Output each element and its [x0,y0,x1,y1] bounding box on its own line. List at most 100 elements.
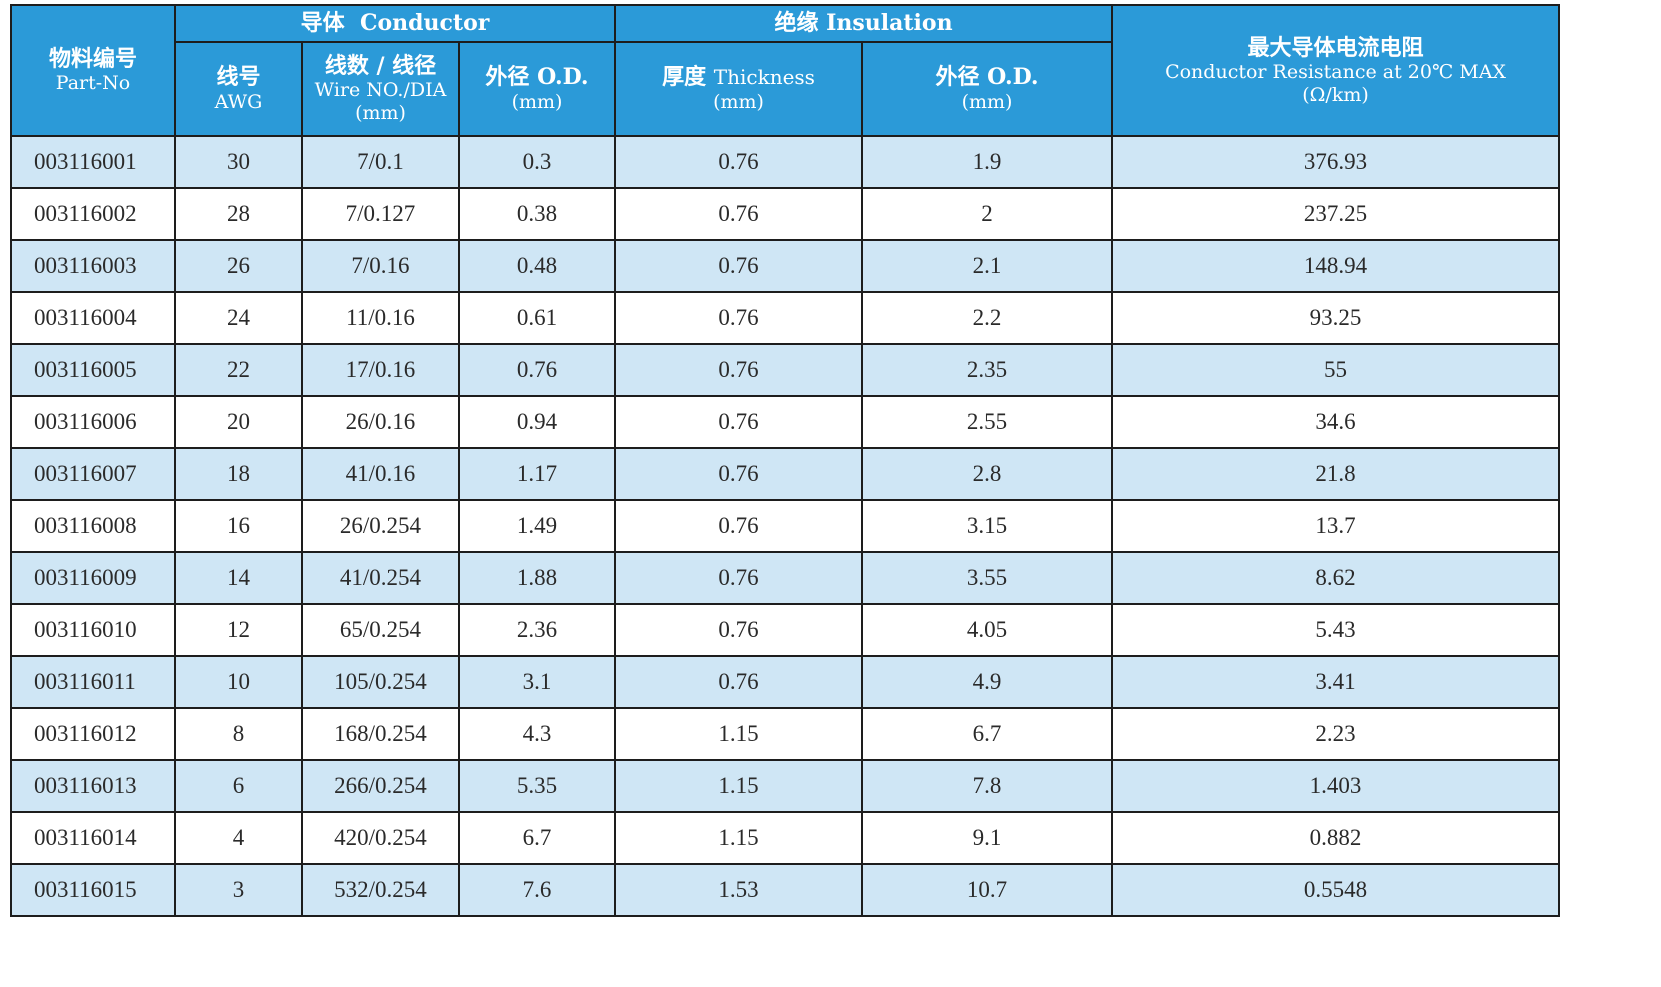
cell-insulation-od: 4.05 [861,603,1114,657]
table-row: 003116002 28 7/0.127 0.38 0.76 2 237.25 [10,187,1561,241]
cell-wire: 7/0.127 [301,187,460,241]
header-conductor-od: 外径 O.D. (mm) [457,41,617,137]
cell-awg: 20 [174,395,303,449]
cell-thickness: 1.15 [614,707,864,761]
cell-wire: 11/0.16 [301,291,460,345]
header-wire-en: Wire NO./DIA [314,79,447,102]
header-insulation-od-unit: (mm) [961,90,1013,113]
header-insulation-od-cn: 外径 O.D. [935,64,1039,91]
cell-resistance: 5.43 [1111,603,1561,657]
header-conductor-group: 导体 Conductor [173,4,617,43]
cell-awg: 3 [174,863,303,917]
cell-part-no: 003116010 [10,603,176,657]
cell-part-no: 003116011 [10,655,176,709]
cell-thickness: 0.76 [614,135,864,189]
cell-resistance: 21.8 [1111,447,1561,501]
cell-part-no: 003116015 [10,863,176,917]
cell-wire: 532/0.254 [301,863,460,917]
cell-wire: 65/0.254 [301,603,460,657]
table-body: 003116001 30 7/0.1 0.3 0.76 1.9 376.93 0031160… [10,135,1561,917]
cell-thickness: 0.76 [614,291,864,345]
cell-conductor-od: 2.36 [457,603,617,657]
cell-insulation-od: 10.7 [861,863,1114,917]
cell-thickness: 0.76 [614,447,864,501]
cell-conductor-od: 7.6 [457,863,617,917]
cell-resistance: 3.41 [1111,655,1561,709]
header-thickness-en: Thickness [713,65,815,90]
header-resistance-en: Conductor Resistance at 20℃ MAX [1165,60,1506,83]
cell-insulation-od: 4.9 [861,655,1114,709]
cell-wire: 7/0.1 [301,135,460,189]
cell-part-no: 003116001 [10,135,176,189]
spec-table-container: 物料编号 Part-No 导体 Conductor 绝缘 Insulation … [10,4,1561,917]
cell-awg: 6 [174,759,303,813]
cell-awg: 8 [174,707,303,761]
cell-insulation-od: 2.2 [861,291,1114,345]
cell-thickness: 0.76 [614,499,864,553]
cell-wire: 26/0.16 [301,395,460,449]
cell-insulation-od: 6.7 [861,707,1114,761]
cell-wire: 168/0.254 [301,707,460,761]
cell-insulation-od: 3.55 [861,551,1114,605]
cell-conductor-od: 3.1 [457,655,617,709]
cell-resistance: 376.93 [1111,135,1561,189]
header-part-no-cn: 物料编号 [48,45,137,72]
table-row: 003116012 8 168/0.254 4.3 1.15 6.7 2.23 [10,707,1561,761]
table-row: 003116007 18 41/0.16 1.17 0.76 2.8 21.8 [10,447,1561,501]
header-group-row: 物料编号 Part-No 导体 Conductor 绝缘 Insulation … [10,4,1561,137]
cell-awg: 30 [174,135,303,189]
header-resistance-cn: 最大导体电流电阻 [1247,34,1424,61]
cell-wire: 266/0.254 [301,759,460,813]
header-sub-row: 线号 AWG 线数 / 线径 Wire NO./DIA (mm) 外径 O.D.… [11,41,1559,137]
header-insulation-group: 绝缘 Insulation [614,4,1114,43]
header-wire-unit: (mm) [355,102,406,125]
table-row: 003116011 10 105/0.254 3.1 0.76 4.9 3.41 [10,655,1561,709]
table-row: 003116004 24 11/0.16 0.61 0.76 2.2 93.25 [10,291,1561,345]
cell-part-no: 003116004 [10,291,176,345]
cell-insulation-od: 2 [861,187,1114,241]
cell-insulation-od: 2.35 [861,343,1114,397]
table-row: 003116010 12 65/0.254 2.36 0.76 4.05 5.43 [10,603,1561,657]
cell-resistance: 237.25 [1111,187,1561,241]
table-row: 003116005 22 17/0.16 0.76 0.76 2.35 55 [10,343,1561,397]
cell-part-no: 003116007 [10,447,176,501]
header-insulation-od: 外径 O.D. (mm) [861,41,1114,137]
cell-insulation-od: 7.8 [861,759,1114,813]
cell-resistance: 55 [1111,343,1561,397]
cell-wire: 41/0.254 [301,551,460,605]
cell-conductor-od: 1.17 [457,447,617,501]
cell-insulation-od: 2.55 [861,395,1114,449]
cell-resistance: 148.94 [1111,239,1561,293]
cell-resistance: 8.62 [1111,551,1561,605]
table-row: 003116014 4 420/0.254 6.7 1.15 9.1 0.882 [10,811,1561,865]
cell-insulation-od: 1.9 [861,135,1114,189]
cell-conductor-od: 1.88 [457,551,617,605]
cell-awg: 14 [174,551,303,605]
cell-conductor-od: 0.3 [457,135,617,189]
header-wire: 线数 / 线径 Wire NO./DIA (mm) [301,41,460,137]
cell-conductor-od: 5.35 [457,759,617,813]
table-row: 003116008 16 26/0.254 1.49 0.76 3.15 13.7 [10,499,1561,553]
cell-conductor-od: 4.3 [457,707,617,761]
cell-thickness: 0.76 [614,187,864,241]
cell-wire: 17/0.16 [301,343,460,397]
cell-part-no: 003116008 [10,499,176,553]
cell-part-no: 003116005 [10,343,176,397]
table-header: 物料编号 Part-No 导体 Conductor 绝缘 Insulation … [10,4,1561,137]
cell-resistance: 1.403 [1111,759,1561,813]
header-awg-en: AWG [214,90,263,113]
cell-awg: 24 [174,291,303,345]
header-conductor-od-unit: (mm) [511,90,563,113]
cell-wire: 41/0.16 [301,447,460,501]
cable-spec-table: 物料编号 Part-No 导体 Conductor 绝缘 Insulation … [10,4,1561,917]
cell-resistance: 34.6 [1111,395,1561,449]
cell-resistance: 0.5548 [1111,863,1561,917]
cell-thickness: 0.76 [614,655,864,709]
header-resistance-unit: (Ω/km) [1302,83,1369,106]
cell-conductor-od: 0.76 [457,343,617,397]
header-wire-cn: 线数 / 线径 [324,53,437,79]
header-conductor-od-cn: 外径 O.D. [485,64,589,91]
table-row: 003116006 20 26/0.16 0.94 0.76 2.55 34.6 [10,395,1561,449]
table-row: 003116009 14 41/0.254 1.88 0.76 3.55 8.62 [10,551,1561,605]
cell-resistance: 0.882 [1111,811,1561,865]
